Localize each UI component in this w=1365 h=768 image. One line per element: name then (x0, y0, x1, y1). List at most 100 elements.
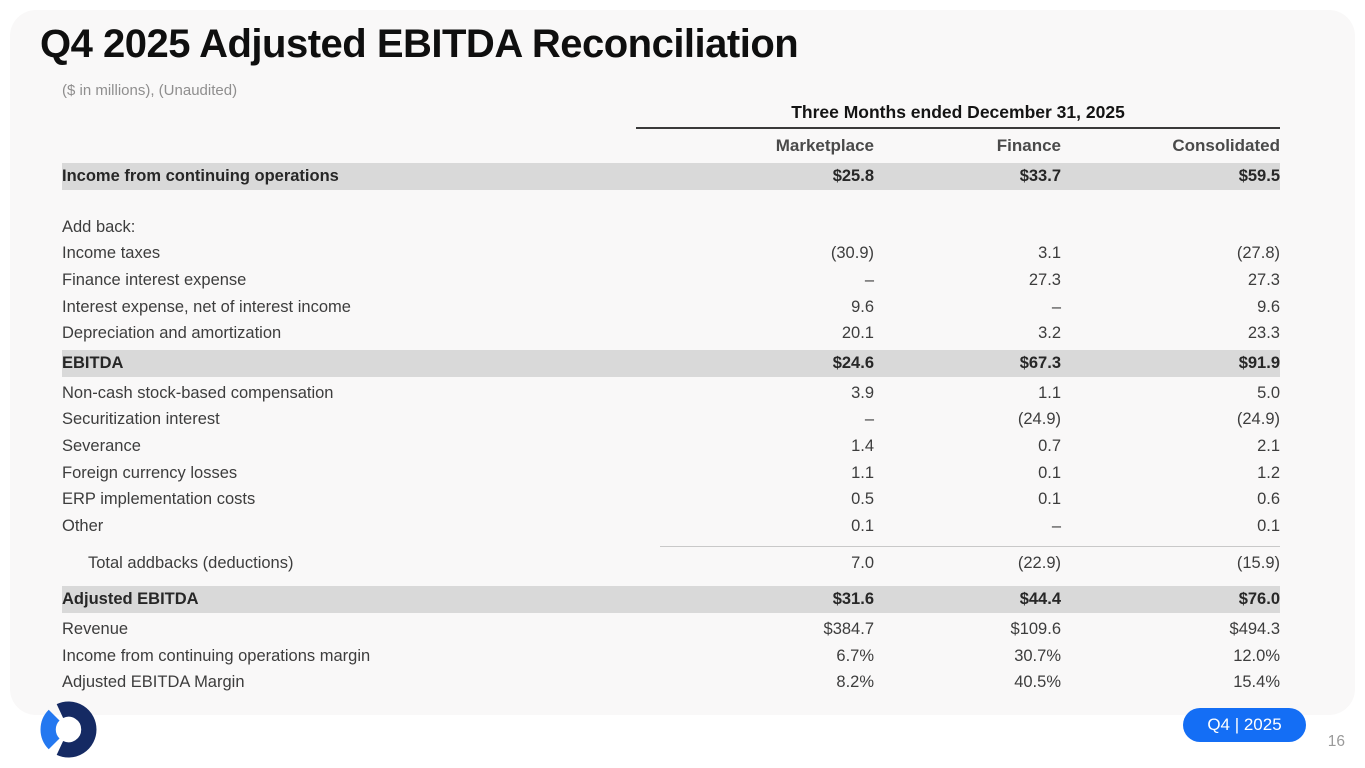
row-value: $44.4 (1019, 590, 1061, 609)
table-row: Non-cash stock-based compensation 3.9 1.1 5… (62, 380, 1280, 407)
row-value: 8.2% (836, 673, 874, 692)
row-value: 9.6 (851, 297, 874, 316)
slide-subtitle: ($ in millions), (Unaudited) (62, 82, 238, 99)
row-value: – (1051, 516, 1061, 535)
table-body: Income from continuing operations $25.8 $3… (62, 163, 1280, 696)
row-label: Income taxes (62, 244, 161, 263)
row-label: Income from continuing operations margin (62, 646, 371, 665)
table-row: Interest expense, net of interest income… (62, 294, 1280, 321)
table-row: Adjusted EBITDA Margin 8.2% 40.5% 15.4% (62, 669, 1280, 696)
row-value: 9.6 (1257, 297, 1280, 316)
period-header-wrap: Three Months ended December 31, 2025 (636, 102, 1280, 129)
row-value: 0.1 (851, 516, 874, 535)
row-value: 3.9 (851, 383, 874, 402)
row-value: 40.5% (1014, 673, 1061, 692)
row-value: – (864, 270, 874, 289)
row-label: Adjusted EBITDA Margin (62, 673, 245, 692)
row-label: Adjusted EBITDA (62, 590, 199, 609)
table-row: Adjusted EBITDA $31.6 $44.4 $76.0 (62, 586, 1280, 614)
table-row: EBITDA $24.6 $67.3 $91.9 (62, 349, 1280, 377)
quarter-badge: Q4 | 2025 (1183, 708, 1306, 742)
table-row: Add back: (62, 214, 1280, 241)
row-value: $91.9 (1238, 353, 1280, 372)
row-value: 7.0 (851, 554, 874, 573)
row-value: 23.3 (1247, 324, 1280, 343)
period-header: Three Months ended December 31, 2025 (636, 102, 1280, 129)
row-value: 6.7% (836, 646, 874, 665)
table-row: Foreign currency losses 1.1 0.1 1.2 (62, 460, 1280, 487)
row-value: – (1051, 297, 1061, 316)
table-row: ERP implementation costs 0.5 0.1 0.6 (62, 486, 1280, 513)
table-row: Other 0.1 – 0.1 (62, 513, 1280, 540)
row-value: 1.4 (851, 436, 874, 455)
row-value: 1.1 (1038, 383, 1061, 402)
row-label: ERP implementation costs (62, 490, 256, 509)
row-value: (24.9) (1017, 410, 1061, 429)
row-value: (22.9) (1017, 554, 1061, 573)
row-value: $25.8 (832, 167, 874, 185)
row-value: $494.3 (1229, 619, 1280, 638)
row-value: 12.0% (1233, 646, 1280, 665)
row-label: Add back: (62, 217, 136, 236)
table-row: Income taxes (30.9) 3.1 (27.8) (62, 241, 1280, 268)
row-value: $31.6 (832, 590, 874, 609)
column-header-consolidated: Consolidated (1172, 135, 1280, 155)
totals-rule (660, 545, 1280, 547)
row-label: Total addbacks (deductions) (88, 554, 294, 573)
row-value: (24.9) (1236, 410, 1280, 429)
row-value: $384.7 (823, 619, 874, 638)
row-value: – (864, 410, 874, 429)
table-row: Finance interest expense – 27.3 27.3 (62, 267, 1280, 294)
row-value: 20.1 (841, 324, 874, 343)
row-value: $33.7 (1019, 167, 1061, 185)
page-title: Q4 2025 Adjusted EBITDA Reconciliation (40, 22, 799, 66)
column-header-marketplace: Marketplace (775, 135, 874, 155)
quarter-badge-label: Q4 | 2025 (1207, 715, 1282, 734)
row-value: $59.5 (1238, 167, 1280, 185)
row-label: Securitization interest (62, 410, 220, 429)
row-label: Foreign currency losses (62, 463, 238, 482)
row-label: Other (62, 516, 104, 535)
row-label: Severance (62, 436, 141, 455)
row-value: (27.8) (1236, 244, 1280, 263)
row-label: Finance interest expense (62, 270, 247, 289)
row-value: 27.3 (1247, 270, 1280, 289)
row-value: 5.0 (1257, 383, 1280, 402)
row-value: $24.6 (832, 353, 874, 372)
row-value: 0.1 (1257, 516, 1280, 535)
row-value: 1.1 (851, 463, 874, 482)
row-label: Revenue (62, 619, 129, 638)
row-value: 0.7 (1038, 436, 1061, 455)
row-value: 0.6 (1257, 490, 1280, 509)
row-label: Income from continuing operations (62, 167, 339, 185)
table-row: Revenue $384.7 $109.6 $494.3 (62, 616, 1280, 643)
row-value: (30.9) (830, 244, 874, 263)
row-value: 3.2 (1038, 324, 1061, 343)
row-label: EBITDA (62, 353, 124, 372)
table-row: Total addbacks (deductions) 7.0 (22.9) (15.… (62, 551, 1280, 578)
table-row: Income from continuing operations margin… (62, 643, 1280, 670)
table-row: Severance 1.4 0.7 2.1 (62, 433, 1280, 460)
row-value: 27.3 (1028, 270, 1061, 289)
ebitda-reconciliation-table: Three Months ended December 31, 2025 Mar… (62, 102, 1280, 696)
table-row: Income from continuing operations $25.8 $3… (62, 163, 1280, 190)
company-ring-logo-icon (40, 701, 97, 758)
table-header-row: Marketplace Finance Consolidated (62, 129, 1280, 160)
column-header-finance: Finance (996, 135, 1061, 155)
table-row: Securitization interest – (24.9) (24.9) (62, 407, 1280, 434)
row-value: 1.2 (1257, 463, 1280, 482)
row-value: (15.9) (1236, 554, 1280, 573)
row-value: $109.6 (1010, 619, 1061, 638)
row-value: 30.7% (1014, 646, 1061, 665)
row-value: $76.0 (1238, 590, 1280, 609)
table-row: Depreciation and amortization 20.1 3.2 23.3 (62, 320, 1280, 347)
page-number: 16 (1327, 733, 1345, 750)
row-value: $67.3 (1019, 353, 1061, 372)
row-value: 15.4% (1233, 673, 1280, 692)
row-label: Interest expense, net of interest income (62, 297, 351, 316)
row-label: Non-cash stock-based compensation (62, 383, 334, 402)
row-value: 0.1 (1038, 490, 1061, 509)
row-value: 0.5 (851, 490, 874, 509)
row-label: Depreciation and amortization (62, 324, 282, 343)
